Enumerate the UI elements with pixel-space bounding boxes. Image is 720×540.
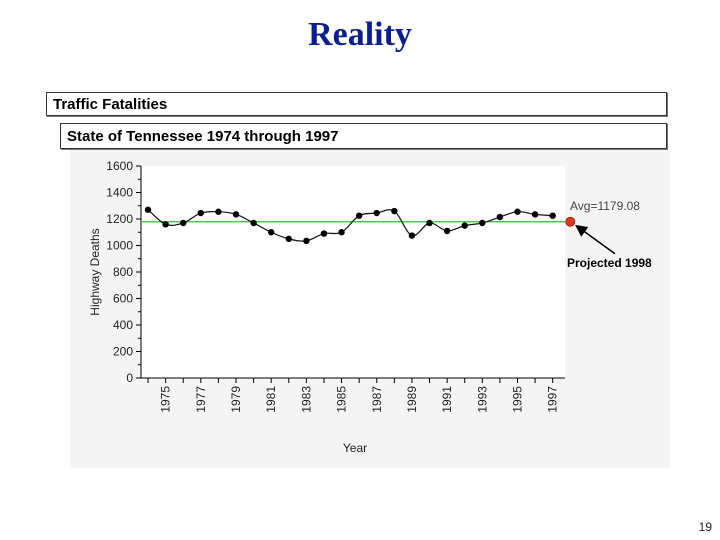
chart-header-panel: Traffic Fatalities bbox=[46, 92, 667, 116]
x-tick-label: 1989 bbox=[405, 386, 419, 413]
data-point bbox=[303, 237, 310, 245]
y-tick-label: 200 bbox=[113, 345, 133, 359]
projected-point bbox=[565, 216, 576, 227]
x-tick-label: 1987 bbox=[370, 386, 384, 413]
data-point bbox=[320, 230, 328, 237]
data-point bbox=[443, 227, 451, 235]
x-tick-label: 1995 bbox=[510, 386, 524, 413]
data-point bbox=[373, 209, 380, 217]
chart-subheader-panel: State of Tennessee 1974 through 1997 bbox=[60, 123, 667, 149]
data-point bbox=[267, 229, 275, 236]
data-point bbox=[232, 211, 240, 218]
x-axis-label: Year bbox=[343, 441, 367, 455]
x-tick-label: 1985 bbox=[335, 386, 349, 413]
x-tick-label: 1979 bbox=[229, 386, 243, 413]
annotation-arrow bbox=[575, 224, 616, 255]
data-point bbox=[549, 212, 556, 219]
y-tick-label: 400 bbox=[113, 318, 133, 332]
x-tick-label: 1981 bbox=[264, 386, 278, 413]
data-point bbox=[215, 208, 222, 215]
plot-area bbox=[141, 166, 565, 378]
data-point bbox=[496, 213, 504, 221]
average-label: Avg=1179.08 bbox=[570, 199, 640, 213]
y-axis-label: Highway Deaths bbox=[88, 228, 102, 315]
series-highway-deaths bbox=[144, 206, 556, 245]
data-point bbox=[461, 222, 468, 229]
data-point bbox=[144, 206, 152, 213]
y-tick-label: 1600 bbox=[106, 159, 133, 173]
x-tick-label: 1975 bbox=[159, 386, 173, 413]
data-point bbox=[197, 209, 205, 217]
data-point bbox=[250, 219, 257, 227]
slide-number: 19 bbox=[698, 520, 712, 534]
traffic-fatalities-chart: 0 200 400 600 800 1000 1200 1400 1600 1975 1977 197… bbox=[88, 159, 652, 455]
x-tick-label: 1983 bbox=[299, 386, 313, 413]
data-point bbox=[180, 219, 187, 227]
x-tick-label: 1991 bbox=[440, 386, 454, 413]
data-point bbox=[514, 208, 521, 215]
y-tick-label: 1200 bbox=[106, 212, 133, 226]
slide-title: Reality bbox=[308, 16, 412, 53]
x-tick-label: 1977 bbox=[194, 386, 208, 413]
axes: 0 200 400 600 800 1000 1200 1400 1600 1975 1977 197… bbox=[106, 159, 565, 413]
data-point bbox=[355, 212, 363, 219]
data-point bbox=[391, 207, 398, 215]
projection-annotation: Projected 1998 bbox=[565, 216, 652, 270]
y-tick-label: 1400 bbox=[106, 186, 133, 200]
data-point bbox=[162, 221, 169, 228]
y-tick-label: 0 bbox=[126, 371, 133, 385]
y-tick-label: 1000 bbox=[106, 239, 133, 253]
data-point bbox=[408, 232, 416, 239]
data-point bbox=[426, 219, 433, 227]
y-tick-label: 800 bbox=[113, 265, 133, 279]
annotation-label: Projected 1998 bbox=[567, 256, 652, 270]
data-point bbox=[338, 229, 345, 236]
x-tick-label: 1993 bbox=[475, 386, 489, 413]
data-point bbox=[285, 235, 292, 243]
data-point bbox=[531, 211, 539, 218]
data-point bbox=[479, 219, 486, 227]
x-tick-label: 1997 bbox=[546, 386, 560, 413]
y-tick-label: 600 bbox=[113, 292, 133, 306]
